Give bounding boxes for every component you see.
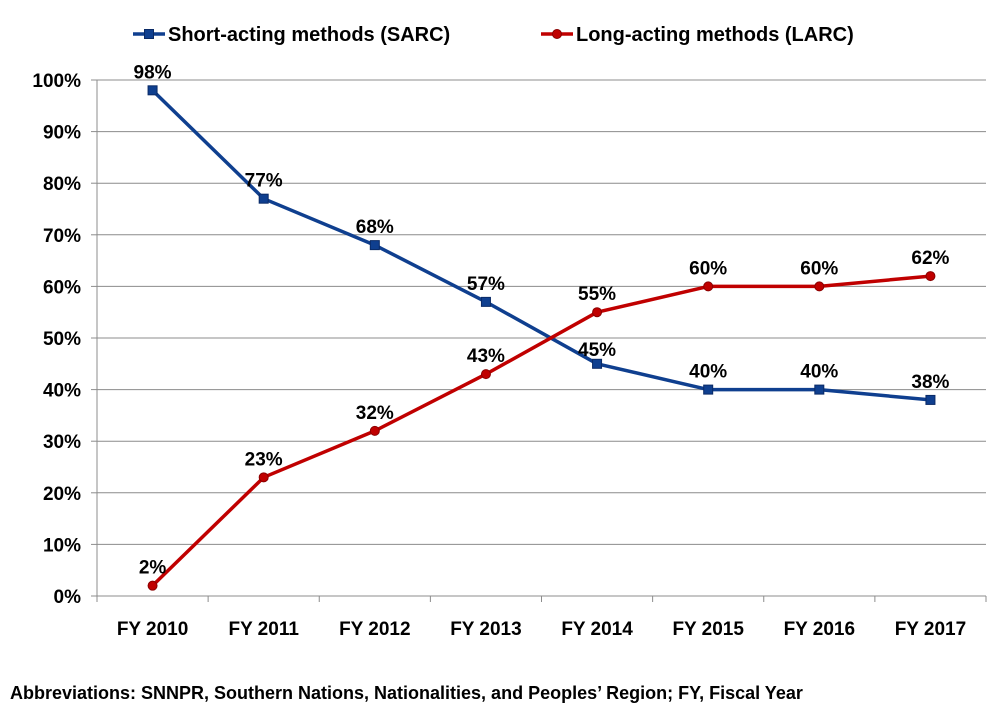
axes: 0% 10% 20% 30% 40% 50% 60% 70% 80% 90% 100% FY 2010… xyxy=(32,71,987,640)
long-acting-methods-line xyxy=(151,274,931,587)
y-tick-label: 50% xyxy=(43,329,81,350)
long-acting-methods-point xyxy=(925,271,936,282)
x-tick-label: FY 2011 xyxy=(228,619,299,640)
long-acting-methods-legend-marker xyxy=(552,29,562,39)
long-acting-methods-data-label: 32% xyxy=(356,403,394,424)
short-acting-methods-legend-label: Short-acting methods (SARC) xyxy=(168,24,450,46)
long-acting-methods-point xyxy=(369,425,380,436)
short-acting-methods-data-label: 77% xyxy=(245,171,283,192)
long-acting-methods-point xyxy=(814,281,825,292)
long-acting-methods-data-label: 23% xyxy=(245,449,283,470)
long-acting-methods-data-label: 55% xyxy=(578,284,616,305)
short-acting-methods-legend-marker xyxy=(144,29,154,39)
y-tick-label: 70% xyxy=(43,226,81,247)
x-tick-label: FY 2013 xyxy=(450,619,521,640)
long-acting-methods-point xyxy=(703,281,714,292)
short-acting-methods-data-label: 40% xyxy=(689,362,727,383)
short-acting-methods-point xyxy=(592,358,603,369)
gridlines xyxy=(97,79,986,545)
x-tick-label: FY 2010 xyxy=(117,619,188,640)
y-tick-label: 80% xyxy=(43,174,81,195)
footnote: Abbreviations: SNNPR, Southern Nations, … xyxy=(10,683,803,703)
long-acting-methods-point xyxy=(147,580,158,591)
x-tick-label: FY 2016 xyxy=(784,619,855,640)
short-acting-methods-data-label: 98% xyxy=(134,62,172,83)
long-acting-methods-data-label: 60% xyxy=(689,258,727,279)
short-acting-methods-point xyxy=(814,384,825,395)
short-acting-methods-point xyxy=(147,85,158,96)
short-acting-methods-point xyxy=(925,394,936,405)
short-acting-methods-line xyxy=(151,89,931,402)
short-acting-methods-point xyxy=(703,384,714,395)
short-acting-methods-data-label: 38% xyxy=(911,372,949,393)
long-acting-methods-point xyxy=(480,369,491,380)
short-acting-methods-legend-item: Short-acting methods (SARC) xyxy=(133,24,450,46)
y-tick-label: 10% xyxy=(43,535,81,556)
data-labels: 98% 77% 68% 57% 45% 40% 40% 38% 2% 23% 32% 43% 55% 60… xyxy=(134,62,950,578)
long-acting-methods-data-label: 43% xyxy=(467,346,505,367)
long-acting-methods-data-label: 60% xyxy=(800,258,838,279)
y-tick-label: 30% xyxy=(43,432,81,453)
legend: Short-acting methods (SARC) Long-acting m… xyxy=(133,24,854,46)
y-tick-label: 0% xyxy=(54,587,82,608)
y-tick-label: 90% xyxy=(43,123,81,144)
long-acting-methods-legend-label: Long-acting methods (LARC) xyxy=(576,24,854,46)
short-acting-methods-data-label: 45% xyxy=(578,340,616,361)
short-acting-methods-data-label: 68% xyxy=(356,217,394,238)
short-acting-methods-point xyxy=(369,240,380,251)
y-tick-label: 20% xyxy=(43,484,81,505)
x-tick-label: FY 2015 xyxy=(672,619,744,640)
x-tick-label: FY 2014 xyxy=(561,619,633,640)
long-acting-methods-data-label: 2% xyxy=(139,558,167,579)
x-tick-label: FY 2017 xyxy=(895,619,966,640)
y-tick-label: 60% xyxy=(43,277,81,298)
x-tick-label: FY 2012 xyxy=(339,619,410,640)
short-acting-methods-point xyxy=(480,296,491,307)
long-acting-methods-point xyxy=(258,472,269,483)
long-acting-methods-point xyxy=(592,307,603,318)
short-acting-methods-data-label: 40% xyxy=(800,362,838,383)
y-tick-label: 100% xyxy=(32,71,81,92)
y-tick-label: 40% xyxy=(43,381,81,402)
short-acting-methods-data-label: 57% xyxy=(467,274,505,295)
short-acting-methods-point xyxy=(258,193,269,204)
long-acting-methods-data-label: 62% xyxy=(911,248,949,269)
long-acting-methods-legend-item: Long-acting methods (LARC) xyxy=(541,24,854,46)
series xyxy=(147,85,936,591)
